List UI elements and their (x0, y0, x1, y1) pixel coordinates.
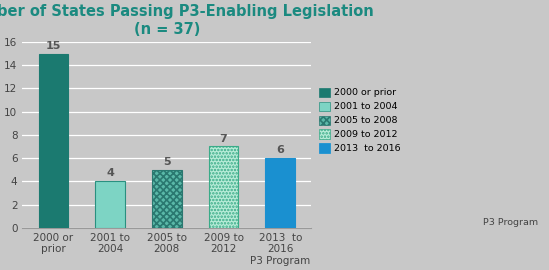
Text: 6: 6 (276, 145, 284, 155)
Bar (96, 181, 125, 228)
Text: 5: 5 (163, 157, 171, 167)
Bar (39, 53, 68, 228)
Text: 4: 4 (106, 168, 114, 178)
Bar (266, 158, 295, 228)
Bar (152, 170, 182, 228)
Bar (209, 146, 238, 228)
Legend: 2000 or prior, 2001 to 2004, 2005 to 2008, 2009 to 2012, 2013  to 2016: 2000 or prior, 2001 to 2004, 2005 to 200… (319, 87, 401, 153)
Title: Number of States Passing P3-Enabling Legislation
(n = 37): Number of States Passing P3-Enabling Leg… (0, 4, 374, 36)
Text: 15: 15 (46, 40, 61, 50)
Text: P3 Program: P3 Program (483, 218, 538, 227)
Text: 7: 7 (220, 134, 227, 144)
